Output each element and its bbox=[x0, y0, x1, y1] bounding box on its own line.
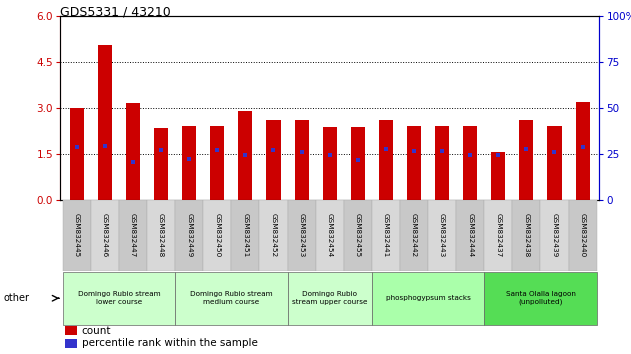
Text: GSM832445: GSM832445 bbox=[74, 213, 80, 258]
Text: GSM832444: GSM832444 bbox=[467, 213, 473, 258]
Point bbox=[577, 144, 587, 150]
Text: GSM832453: GSM832453 bbox=[298, 213, 305, 258]
Bar bbox=[512, 200, 540, 271]
Bar bbox=[456, 200, 484, 271]
Bar bbox=[175, 272, 288, 325]
Bar bbox=[569, 200, 597, 271]
Bar bbox=[484, 272, 597, 325]
Bar bbox=[372, 272, 484, 325]
Text: GSM832438: GSM832438 bbox=[523, 213, 529, 258]
Bar bbox=[239, 111, 252, 200]
Text: GSM832449: GSM832449 bbox=[186, 213, 192, 258]
Text: GSM832451: GSM832451 bbox=[242, 213, 249, 258]
Text: GSM832454: GSM832454 bbox=[327, 213, 333, 258]
Bar bbox=[154, 128, 168, 200]
Point bbox=[324, 152, 334, 158]
Bar bbox=[210, 126, 225, 200]
Point bbox=[437, 148, 447, 154]
Bar bbox=[463, 126, 477, 200]
Bar bbox=[484, 200, 512, 271]
Point bbox=[212, 147, 222, 153]
Bar bbox=[540, 200, 569, 271]
Text: Santa Olalla lagoon
(unpolluted): Santa Olalla lagoon (unpolluted) bbox=[505, 291, 575, 305]
Bar bbox=[316, 200, 344, 271]
Bar bbox=[492, 152, 505, 200]
Bar bbox=[126, 103, 140, 200]
Point bbox=[184, 156, 194, 161]
Text: GSM832443: GSM832443 bbox=[439, 213, 445, 258]
Text: GSM832447: GSM832447 bbox=[130, 213, 136, 258]
Bar bbox=[379, 120, 393, 200]
Bar bbox=[70, 108, 84, 200]
Text: count: count bbox=[81, 326, 111, 336]
Bar bbox=[288, 272, 372, 325]
Point bbox=[72, 144, 82, 150]
Text: GSM832452: GSM832452 bbox=[271, 213, 276, 258]
Point bbox=[156, 147, 166, 153]
Text: GSM832448: GSM832448 bbox=[158, 213, 164, 258]
Text: Domingo Rubio stream
lower course: Domingo Rubio stream lower course bbox=[78, 291, 160, 305]
Text: GSM832455: GSM832455 bbox=[355, 213, 361, 258]
Text: other: other bbox=[3, 293, 29, 303]
Point bbox=[550, 150, 560, 155]
Point bbox=[100, 143, 110, 149]
Point bbox=[521, 147, 531, 152]
Bar bbox=[232, 200, 259, 271]
Point bbox=[465, 152, 475, 158]
Bar bbox=[175, 200, 203, 271]
Bar bbox=[266, 120, 281, 200]
Text: percentile rank within the sample: percentile rank within the sample bbox=[81, 338, 257, 348]
Bar bbox=[91, 200, 119, 271]
Bar bbox=[344, 200, 372, 271]
Bar bbox=[351, 127, 365, 200]
Point bbox=[353, 157, 363, 162]
Bar bbox=[182, 126, 196, 200]
Text: Domingo Rubio
stream upper course: Domingo Rubio stream upper course bbox=[292, 291, 367, 305]
Text: GDS5331 / 43210: GDS5331 / 43210 bbox=[60, 5, 171, 18]
Bar bbox=[407, 126, 421, 200]
Point bbox=[409, 148, 419, 154]
Bar bbox=[119, 200, 147, 271]
Bar bbox=[400, 200, 428, 271]
Bar bbox=[575, 102, 589, 200]
Text: GSM832439: GSM832439 bbox=[551, 213, 558, 258]
Bar bbox=[147, 200, 175, 271]
Bar bbox=[295, 120, 309, 200]
Bar bbox=[62, 200, 91, 271]
Text: phosphogypsum stacks: phosphogypsum stacks bbox=[386, 295, 471, 301]
Point bbox=[240, 152, 251, 158]
Bar bbox=[259, 200, 288, 271]
Text: GSM832442: GSM832442 bbox=[411, 213, 417, 258]
Bar bbox=[322, 127, 337, 200]
Bar bbox=[98, 45, 112, 200]
Bar bbox=[62, 272, 175, 325]
Bar bbox=[548, 126, 562, 200]
Bar bbox=[66, 326, 77, 335]
Point bbox=[381, 147, 391, 152]
Bar bbox=[519, 120, 533, 200]
Text: GSM832440: GSM832440 bbox=[580, 213, 586, 258]
Point bbox=[297, 150, 307, 155]
Bar bbox=[435, 126, 449, 200]
Point bbox=[268, 147, 278, 153]
Text: GSM832441: GSM832441 bbox=[383, 213, 389, 258]
Text: Domingo Rubio stream
medium course: Domingo Rubio stream medium course bbox=[190, 291, 273, 305]
Bar bbox=[203, 200, 232, 271]
Bar bbox=[428, 200, 456, 271]
Bar bbox=[66, 339, 77, 348]
Text: GSM832446: GSM832446 bbox=[102, 213, 108, 258]
Text: GSM832450: GSM832450 bbox=[215, 213, 220, 258]
Point bbox=[493, 152, 504, 158]
Bar bbox=[288, 200, 316, 271]
Point bbox=[128, 159, 138, 165]
Text: GSM832437: GSM832437 bbox=[495, 213, 501, 258]
Bar bbox=[372, 200, 400, 271]
